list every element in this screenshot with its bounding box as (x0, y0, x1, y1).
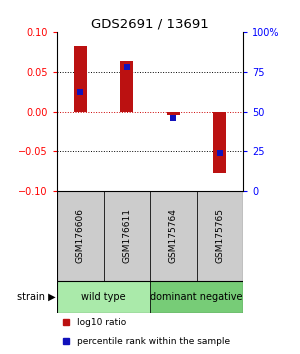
Text: GSM176606: GSM176606 (76, 209, 85, 263)
Text: GSM176611: GSM176611 (122, 209, 131, 263)
Text: strain ▶: strain ▶ (17, 292, 56, 302)
Text: percentile rank within the sample: percentile rank within the sample (77, 337, 231, 346)
Text: dominant negative: dominant negative (150, 292, 243, 302)
Bar (120, 61, 133, 112)
Point (78, 90, 83, 95)
Bar (196, 191, 243, 281)
Bar (213, 112, 226, 173)
Text: GSM175765: GSM175765 (215, 209, 224, 263)
Point (124, 64, 129, 70)
Bar (150, 281, 243, 313)
Point (171, 115, 176, 121)
Text: GSM175764: GSM175764 (169, 209, 178, 263)
Point (218, 150, 222, 156)
Bar (167, 112, 180, 115)
Text: wild type: wild type (81, 292, 126, 302)
Text: log10 ratio: log10 ratio (77, 318, 127, 327)
Bar (150, 191, 196, 281)
Bar (103, 191, 150, 281)
Bar (57, 191, 104, 281)
Bar (57, 281, 150, 313)
Title: GDS2691 / 13691: GDS2691 / 13691 (91, 18, 209, 31)
Bar (74, 46, 87, 112)
